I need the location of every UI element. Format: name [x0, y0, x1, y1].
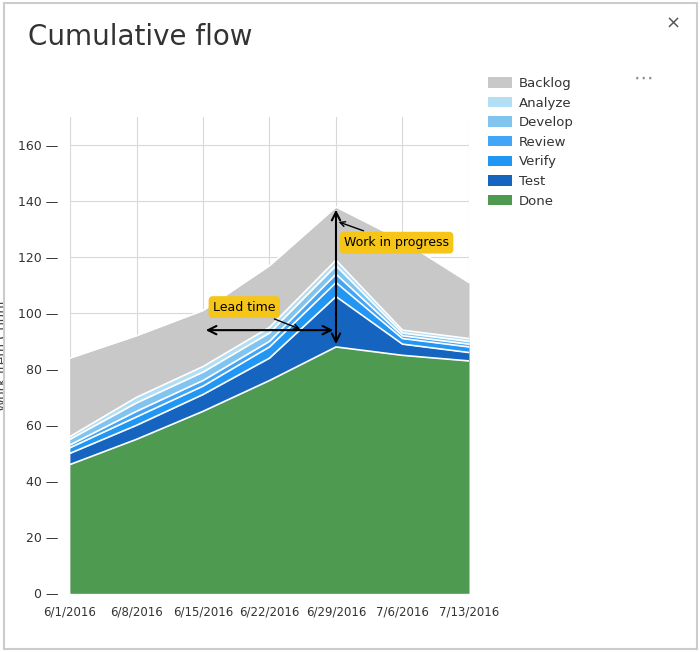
Text: Work in progress: Work in progress [340, 222, 449, 249]
Text: ⋯: ⋯ [634, 68, 654, 87]
Text: Lead time: Lead time [213, 301, 299, 329]
Legend: Backlog, Analyze, Develop, Review, Verify, Test, Done: Backlog, Analyze, Develop, Review, Verif… [483, 72, 579, 213]
Y-axis label: Work Item Count: Work Item Count [0, 299, 10, 411]
Text: Cumulative flow: Cumulative flow [28, 23, 253, 51]
Text: ×: × [665, 14, 680, 33]
